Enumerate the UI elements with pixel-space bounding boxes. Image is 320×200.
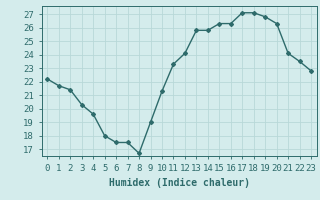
X-axis label: Humidex (Indice chaleur): Humidex (Indice chaleur) [109,178,250,188]
